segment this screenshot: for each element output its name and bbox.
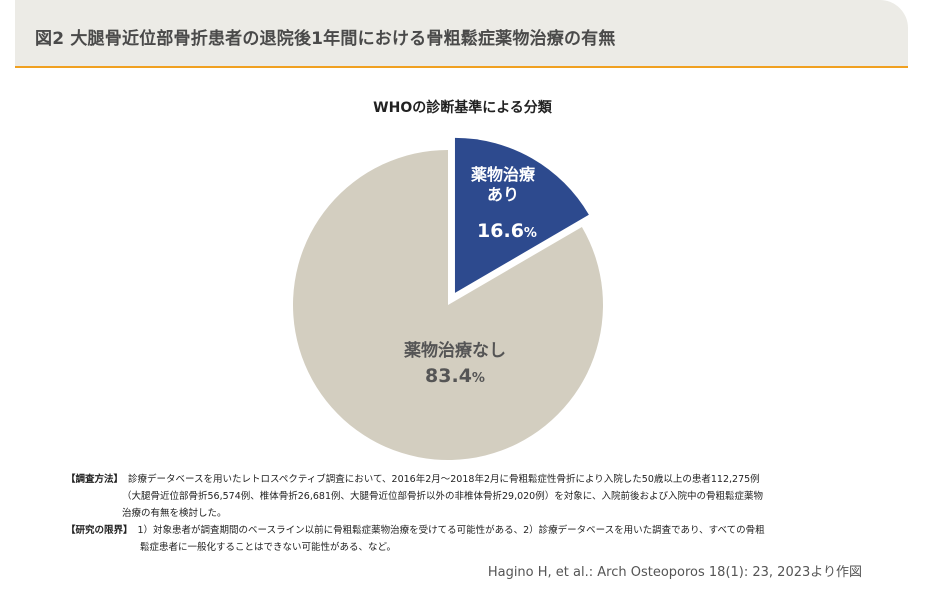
slice-value-treated-unit: % <box>524 226 537 241</box>
figure-title: 図2 大腿骨近位部骨折患者の退院後1年間における骨粗鬆症薬物治療の有無 <box>35 29 616 49</box>
slice-value-untreated-number: 83.4 <box>425 365 472 387</box>
note-method-line1: 診療データベースを用いたレトロスペクティブ調査において、2016年2月～2018… <box>128 474 760 485</box>
slice-value-treated-number: 16.6 <box>477 220 524 242</box>
slice-value-untreated: 83.4% <box>425 365 485 387</box>
slice-label-untreated: 薬物治療なし <box>404 340 506 361</box>
pie-slice-treated <box>454 137 589 293</box>
study-notes: 【調査方法】 診療データベースを用いたレトロスペクティブ調査において、2016年… <box>66 471 866 556</box>
note-limit-line2: 鬆症患者に一般化することはできない可能性がある、など。 <box>140 542 397 553</box>
note-limitations: 【研究の限界】 1）対象患者が調査期間のベースライン以前に骨粗鬆症薬物治療を受け… <box>66 522 866 539</box>
chart-title: WHOの診断基準による分類 <box>373 100 552 116</box>
note-method: 【調査方法】 診療データベースを用いたレトロスペクティブ調査において、2016年… <box>66 471 866 488</box>
header-banner: 図2 大腿骨近位部骨折患者の退院後1年間における骨粗鬆症薬物治療の有無 <box>15 0 908 68</box>
pie-slice-untreated <box>293 150 604 461</box>
note-method-line2: （大腿骨近位部骨折56,574例、椎体骨折26,681例、大腿骨近位部骨折以外の… <box>122 491 763 502</box>
slice-value-treated: 16.6% <box>477 220 537 242</box>
note-limit-line1: 1）対象患者が調査期間のベースライン以前に骨粗鬆症薬物治療を受けてる可能性がある… <box>137 525 765 536</box>
slice-label-treated-line1: 薬物治療 <box>470 165 536 184</box>
slice-value-untreated-unit: % <box>472 371 485 386</box>
slice-label-treated-line2: あり <box>487 185 519 204</box>
note-limit-key: 【研究の限界】 <box>66 525 133 536</box>
note-method-line3: 治療の有無を検討した。 <box>122 508 227 519</box>
source-citation: Hagino H, et al.: Arch Osteoporos 18(1):… <box>487 565 862 580</box>
note-method-key: 【調査方法】 <box>66 474 124 485</box>
